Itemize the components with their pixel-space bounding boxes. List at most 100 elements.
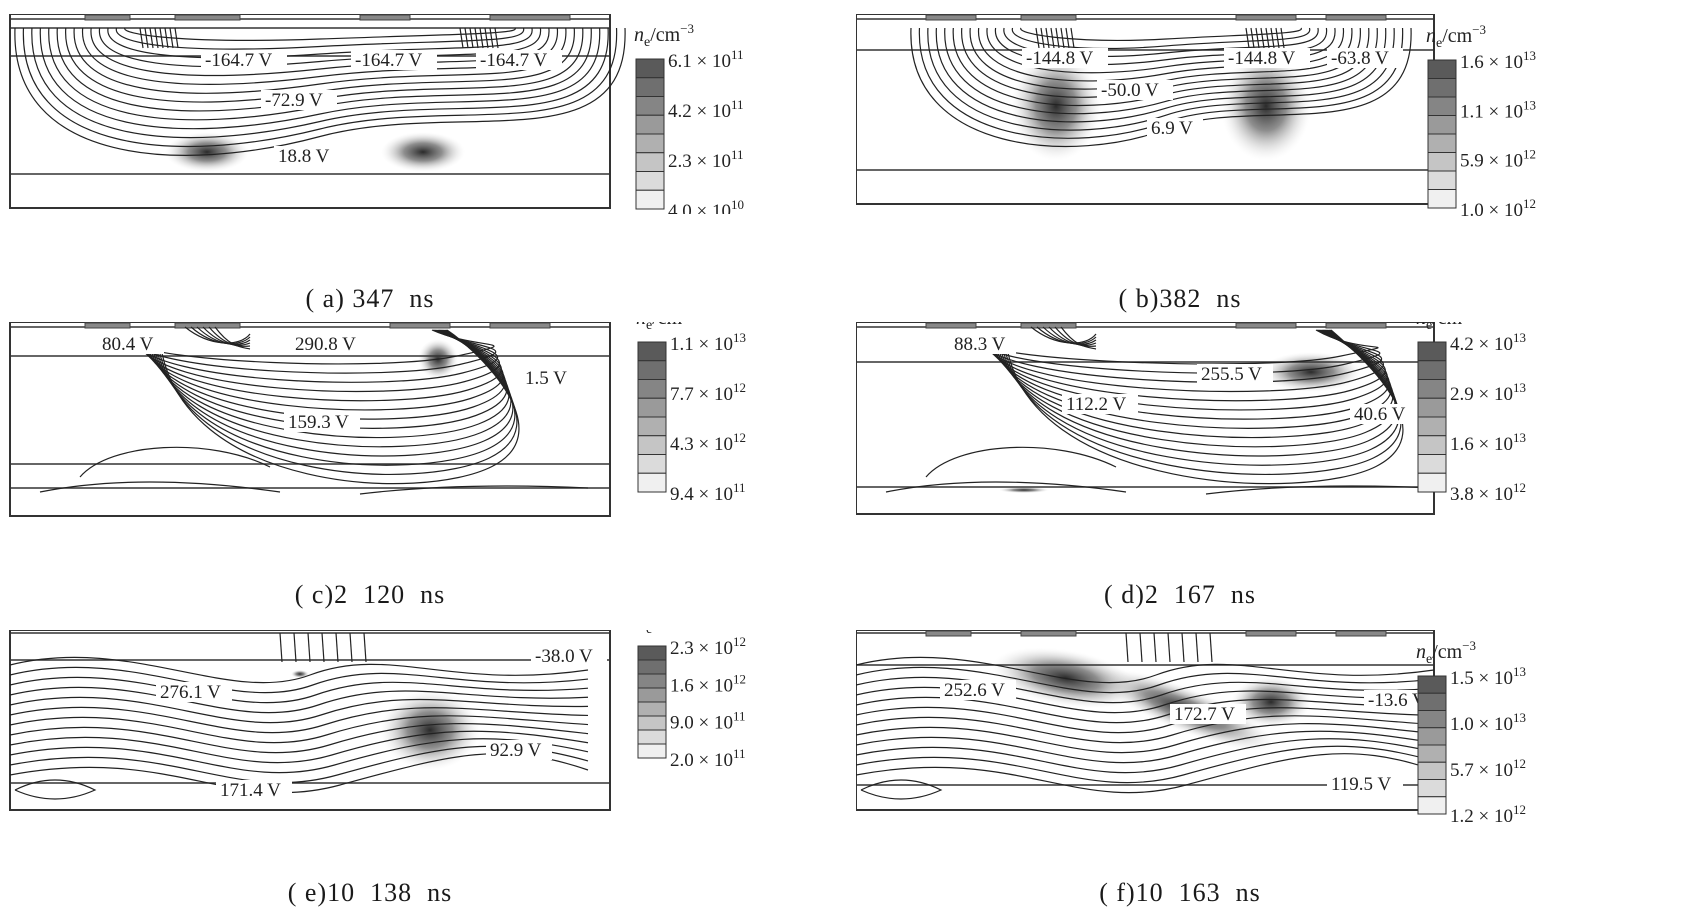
panel-e: -38.0 V 276.1 V 92.9 V 171.4 V ne/cm−32.3 × … — [8, 608, 798, 830]
potential-label: -63.8 V — [1331, 48, 1389, 69]
electrode — [84, 322, 131, 329]
potential-contours — [39, 326, 589, 495]
contour-line — [494, 27, 499, 49]
contour-line — [152, 329, 514, 457]
electrode — [1325, 14, 1387, 21]
density-region — [1231, 677, 1311, 727]
contour-line — [935, 27, 1387, 123]
contour-line — [1045, 27, 1050, 49]
electrode — [1325, 322, 1387, 329]
colorbar-tick: 9.4 × 1011 — [670, 480, 746, 505]
density-region — [291, 670, 309, 678]
contour-line — [986, 329, 1388, 411]
colorbar-segment — [637, 659, 667, 675]
contour-line — [131, 329, 497, 374]
contour-line — [14, 27, 626, 156]
contour-line — [469, 27, 474, 49]
contour-line — [980, 329, 1383, 383]
label-background — [284, 412, 360, 432]
contour-line — [489, 27, 494, 49]
contour-line — [1260, 27, 1265, 49]
colorbar-segment — [1427, 78, 1457, 98]
colorbar-segment — [637, 472, 667, 493]
figure-a: -164.7 V -164.7 V -164.7 V -72.9 V 18.8 V ne/… — [9, 13, 744, 222]
contour-line — [1035, 27, 1040, 49]
caption-f: ( f)10 163 ns — [1099, 878, 1261, 907]
contour-line — [159, 329, 520, 485]
density-region — [165, 132, 249, 172]
label-background — [1327, 774, 1403, 794]
potential-label: 290.8 V — [295, 334, 356, 355]
contour-line — [1125, 632, 1129, 663]
colorbar-segment — [1417, 454, 1447, 474]
plot-frame — [9, 13, 611, 209]
contour-line — [144, 27, 149, 49]
colorbar-tick: 1.0 × 1012 — [1460, 196, 1536, 221]
contour-line — [136, 329, 500, 393]
contour-line — [115, 27, 525, 50]
potential-label: -13.6 V — [1368, 690, 1426, 711]
potential-label: 171.4 V — [220, 780, 281, 801]
contour-line — [22, 27, 618, 147]
colorbar-segment — [1417, 675, 1447, 694]
electrode — [925, 14, 977, 21]
colorbar-segment — [635, 189, 665, 210]
contour-line — [363, 632, 367, 663]
contour-line — [1275, 27, 1280, 49]
contour-line — [359, 485, 589, 495]
contour-line — [1265, 27, 1270, 49]
colorbar-title: ne/cm−3 — [636, 322, 696, 333]
colorbar-title: ne/cm−3 — [1426, 22, 1486, 51]
colorbar-tick: 7.7 × 1012 — [670, 380, 746, 405]
contour-line — [1005, 329, 1404, 485]
plot-frame — [855, 321, 1435, 515]
colorbar-segment — [1427, 170, 1457, 190]
label-background — [274, 146, 340, 166]
electrode — [359, 14, 411, 21]
colorbar-segment — [637, 673, 667, 689]
contour-line — [944, 27, 1378, 115]
contour-line — [307, 632, 311, 663]
contour-line — [139, 27, 144, 49]
colorbar-segment — [1427, 59, 1457, 79]
colorbar-segment — [1427, 189, 1457, 209]
contour-line — [138, 329, 502, 402]
potential-label: 255.5 V — [1201, 364, 1262, 385]
contour-line — [1270, 27, 1275, 49]
potential-label: 80.4 V — [102, 334, 154, 355]
label-background — [1097, 80, 1173, 100]
contour-line — [1003, 329, 1402, 475]
contour-line — [1050, 27, 1055, 49]
contour-line — [855, 656, 1435, 684]
contour-line — [996, 329, 1396, 448]
colorbar-segment — [635, 152, 665, 172]
electrode — [1020, 630, 1077, 637]
potential-label: 172.7 V — [1174, 704, 1235, 725]
electrode — [489, 322, 551, 329]
contour-line — [1209, 632, 1213, 663]
contour-line — [145, 329, 508, 429]
colorbar-segment — [635, 133, 665, 154]
colorbar-tick: 2.0 × 1011 — [670, 746, 746, 771]
contour-line — [1181, 632, 1185, 663]
label-background — [216, 780, 292, 800]
figure-f: 252.6 V 172.7 V -13.6 V 119.5 V ne/cm−31.5 ×… — [855, 629, 1526, 827]
contour-line — [885, 481, 1127, 493]
density-region — [380, 690, 480, 770]
figure-b: -144.8 V -144.8 V -63.8 V -50.0 V 6.9 V ne/cm… — [855, 13, 1536, 221]
colorbar-segment — [1417, 744, 1447, 763]
contour-line — [860, 779, 943, 800]
colorbar-segment — [637, 715, 667, 731]
colorbar-tick: 4.2 × 1013 — [1450, 330, 1526, 355]
potential-label: 112.2 V — [1066, 394, 1126, 415]
contour-line — [1070, 27, 1075, 49]
colorbar-segment — [1417, 416, 1447, 437]
contour-line — [1065, 27, 1070, 49]
contour-line — [993, 329, 1394, 439]
colorbar-segment — [1427, 115, 1457, 135]
contour-line — [975, 329, 1379, 365]
potential-label: 252.6 V — [944, 680, 1005, 701]
contour-line — [9, 666, 589, 694]
colorbar-tick: 1.2 × 1012 — [1450, 802, 1526, 827]
